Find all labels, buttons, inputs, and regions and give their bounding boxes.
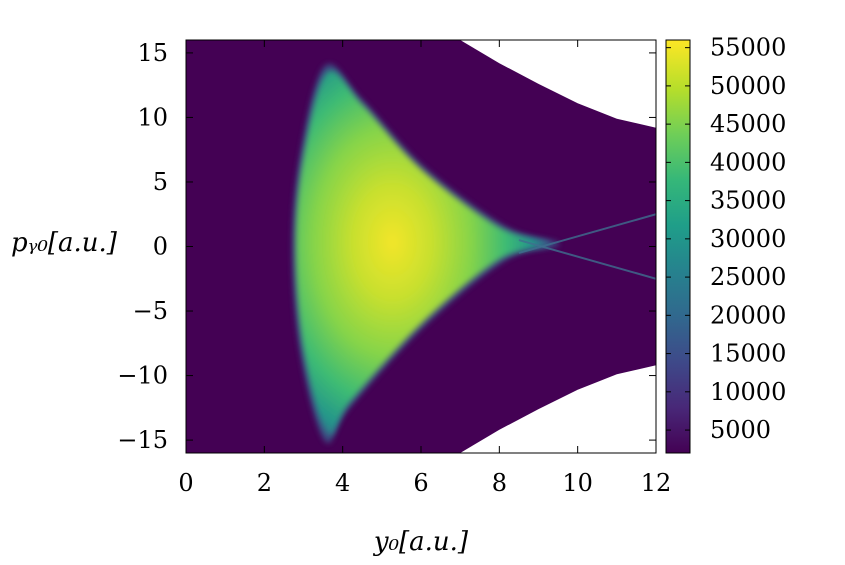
y-tick-label: −5 <box>133 297 168 325</box>
y-tick-label: 10 <box>137 103 168 131</box>
colorbar-tick-label: 35000 <box>710 187 786 215</box>
upper-white-region <box>460 40 656 128</box>
density-blob <box>295 70 551 436</box>
x-tick-label: 4 <box>335 469 350 497</box>
density-tail-lower <box>518 239 656 280</box>
colorbar-tick-label: 50000 <box>710 72 786 100</box>
colorbar-axis: 55000 50000 45000 40000 35000 30000 25000 20000… <box>666 34 786 444</box>
colorbar-tick-label: 20000 <box>710 301 786 329</box>
y-axis: 15 10 5 0 −5 −10 −15 <box>117 39 656 454</box>
lower-white-region <box>460 365 656 453</box>
colorbar-tick-label: 5000 <box>710 416 771 444</box>
y-axis-label: pᵧ₀[a.u.] <box>11 228 118 258</box>
x-axis-label: y₀[a.u.] <box>373 527 469 557</box>
colorbar-tick-label: 25000 <box>710 263 786 291</box>
y-tick-label: −15 <box>117 426 168 454</box>
colorbar-tick-label: 30000 <box>710 225 786 253</box>
x-axis: 0 2 4 6 8 10 12 <box>178 40 671 497</box>
colorbar-tick-label: 45000 <box>710 110 786 138</box>
x-tick-label: 6 <box>413 469 428 497</box>
x-tick-label: 0 <box>178 469 193 497</box>
y-tick-label: 5 <box>153 168 168 196</box>
colorbar <box>665 39 691 454</box>
colorbar-tick-label: 55000 <box>710 34 786 62</box>
x-tick-label: 8 <box>492 469 507 497</box>
colorbar-tick-label: 40000 <box>710 148 786 176</box>
y-tick-label: 15 <box>137 39 168 67</box>
x-tick-label: 12 <box>641 469 672 497</box>
colorbar-tick-label: 10000 <box>710 378 786 406</box>
y-tick-label: −10 <box>117 362 168 390</box>
x-tick-label: 2 <box>257 469 272 497</box>
y-tick-label: 0 <box>153 233 168 261</box>
x-tick-label: 10 <box>562 469 593 497</box>
colorbar-tick-label: 15000 <box>710 340 786 368</box>
